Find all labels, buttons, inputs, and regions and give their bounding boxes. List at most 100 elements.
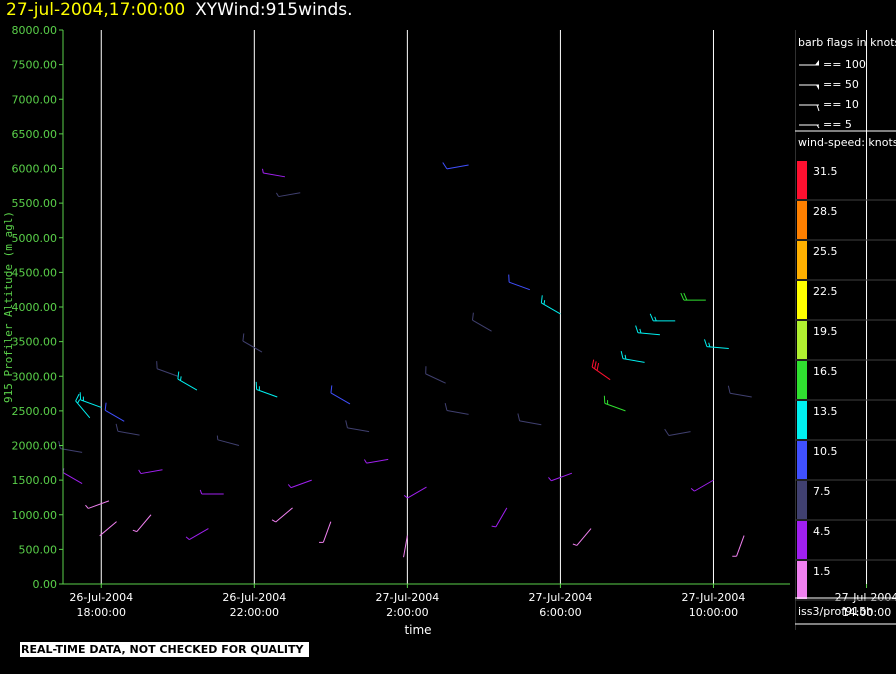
wind-barb: [132, 514, 152, 533]
wind-barb: [287, 479, 312, 489]
wind-barb: [403, 535, 408, 558]
title-timestamp: 27-jul-2004,17:00:00: [6, 0, 186, 20]
y-tick-label: 5000.00: [12, 232, 58, 245]
wind-barb: [216, 435, 240, 446]
wind-barb: [271, 507, 293, 523]
y-tick-label: 2000.00: [12, 440, 58, 453]
wind-barb: [75, 393, 91, 419]
y-tick-label: 1000.00: [12, 509, 58, 522]
speed-label: 31.5: [813, 165, 838, 178]
y-tick-label: 3000.00: [12, 370, 58, 383]
y-tick-label: 7000.00: [12, 93, 58, 106]
wind-barb: [330, 385, 351, 405]
wind-barb: [177, 371, 198, 391]
barb-legend-label: == 50: [823, 78, 859, 91]
x-tick-date: 27-Jul-2004: [375, 591, 439, 604]
x-tick-time: 22:00:00: [230, 606, 279, 619]
legend-barb-tick: [816, 104, 820, 112]
speed-label: 22.5: [813, 285, 838, 298]
wind-barb: [548, 472, 573, 482]
x-tick-date: 27-Jul-2004: [529, 591, 593, 604]
legend-barb-flag: [816, 85, 819, 90]
wind-barb: [732, 535, 745, 557]
y-tick-label: 7500.00: [12, 59, 58, 72]
wind-barb: [104, 402, 125, 422]
qc-notice: REAL-TIME DATA, NOT CHECKED FOR QUALITY: [20, 642, 310, 657]
speed-swatch: [797, 161, 807, 199]
x-tick-date: 27-Jul-2004: [682, 591, 746, 604]
speed-swatch: [797, 361, 807, 399]
barb-legend-label: == 100: [823, 58, 866, 71]
wind-barb: [649, 313, 676, 322]
wind-barb: [242, 333, 263, 353]
speed-swatch: [797, 561, 807, 599]
x-tick-date: 26-Jul-2004: [69, 591, 133, 604]
wind-barb: [690, 479, 714, 492]
wind-barbs: [58, 162, 752, 558]
speed-label: 19.5: [813, 325, 838, 338]
speed-label: 13.5: [813, 405, 838, 418]
y-tick-label: 1500.00: [12, 474, 58, 487]
wind-barb: [603, 395, 626, 412]
wind-barb: [255, 381, 278, 398]
y-axis-label: 915 Profiler Altitude (m agl): [2, 211, 15, 403]
speed-swatch: [797, 521, 807, 559]
speed-swatch: [797, 201, 807, 239]
wind-barb: [403, 486, 427, 499]
x-tick-date: 26-Jul-2004: [222, 591, 286, 604]
wind-barb: [58, 441, 83, 453]
y-tick-label: 8000.00: [12, 24, 58, 37]
x-tick-time: 2:00:00: [386, 606, 428, 619]
speed-label: 28.5: [813, 205, 838, 218]
x-ticks: 26-Jul-2004 18:00:00 26-Jul-2004 22:00:00 27…: [69, 584, 896, 619]
barb-legend-label: == 5: [823, 118, 852, 131]
speed-label: 25.5: [813, 245, 838, 258]
wind-barb: [261, 168, 286, 178]
y-tick-label: 5500.00: [12, 197, 58, 210]
y-tick-label: 500.00: [19, 543, 58, 556]
wind-barb: [491, 507, 508, 528]
y-tick-label: 0.00: [33, 578, 58, 591]
wind-barb: [115, 423, 140, 436]
speed-swatch: [797, 481, 807, 519]
barb-legend-title: barb flags in knots: [798, 36, 896, 49]
wind-barb: [138, 469, 163, 475]
wind-barb: [62, 468, 83, 485]
wind-barb: [363, 458, 389, 464]
speed-swatch: [797, 401, 807, 439]
wind-barb: [156, 361, 178, 377]
wind-barb: [471, 312, 492, 332]
y-tick-label: 4500.00: [12, 266, 58, 279]
speed-label: 16.5: [813, 365, 838, 378]
wind-barb: [572, 528, 592, 546]
speed-label: 4.5: [813, 525, 831, 538]
wind-barb: [635, 325, 660, 336]
barb-legend: == 100 == 50 == 10 == 5: [799, 58, 866, 131]
speed-legend-title: wind-speed: knots: [798, 136, 896, 149]
speed-label: 1.5: [813, 565, 831, 578]
speed-swatch: [797, 241, 807, 279]
wind-barb: [185, 528, 209, 541]
y-tick-label: 6500.00: [12, 128, 58, 141]
legend-barb-flag: [815, 60, 819, 65]
wind-barb: [275, 192, 301, 198]
speed-label: 10.5: [813, 445, 838, 458]
wind-barb: [680, 292, 706, 301]
y-ticks: 0.00 500.00 1000.00 1500.00 2000.00 2500.00 30…: [12, 24, 63, 591]
speed-swatch: [797, 441, 807, 479]
wind-barb: [517, 413, 542, 426]
y-tick-label: 6000.00: [12, 163, 58, 176]
x-tick-time: 14:00:00: [842, 606, 891, 619]
y-tick-label: 4000.00: [12, 301, 58, 314]
wind-barb: [425, 366, 446, 384]
wind-barb: [620, 351, 645, 363]
wind-barb: [345, 420, 370, 433]
legend-barb-tick: [816, 124, 820, 129]
wind-barb: [591, 359, 611, 381]
speed-label: 7.5: [813, 485, 831, 498]
wind-barb: [727, 385, 752, 398]
time-gridlines: [100, 30, 868, 584]
wind-barb: [704, 339, 729, 350]
chart-title: 27-jul-2004,17:00:00 XYWind:915winds.: [6, 0, 353, 20]
speed-legend: 31.5 28.5 25.5 22.5 19.5 16.5 13.5 10.5 7.5 4.5 1.…: [795, 161, 896, 601]
